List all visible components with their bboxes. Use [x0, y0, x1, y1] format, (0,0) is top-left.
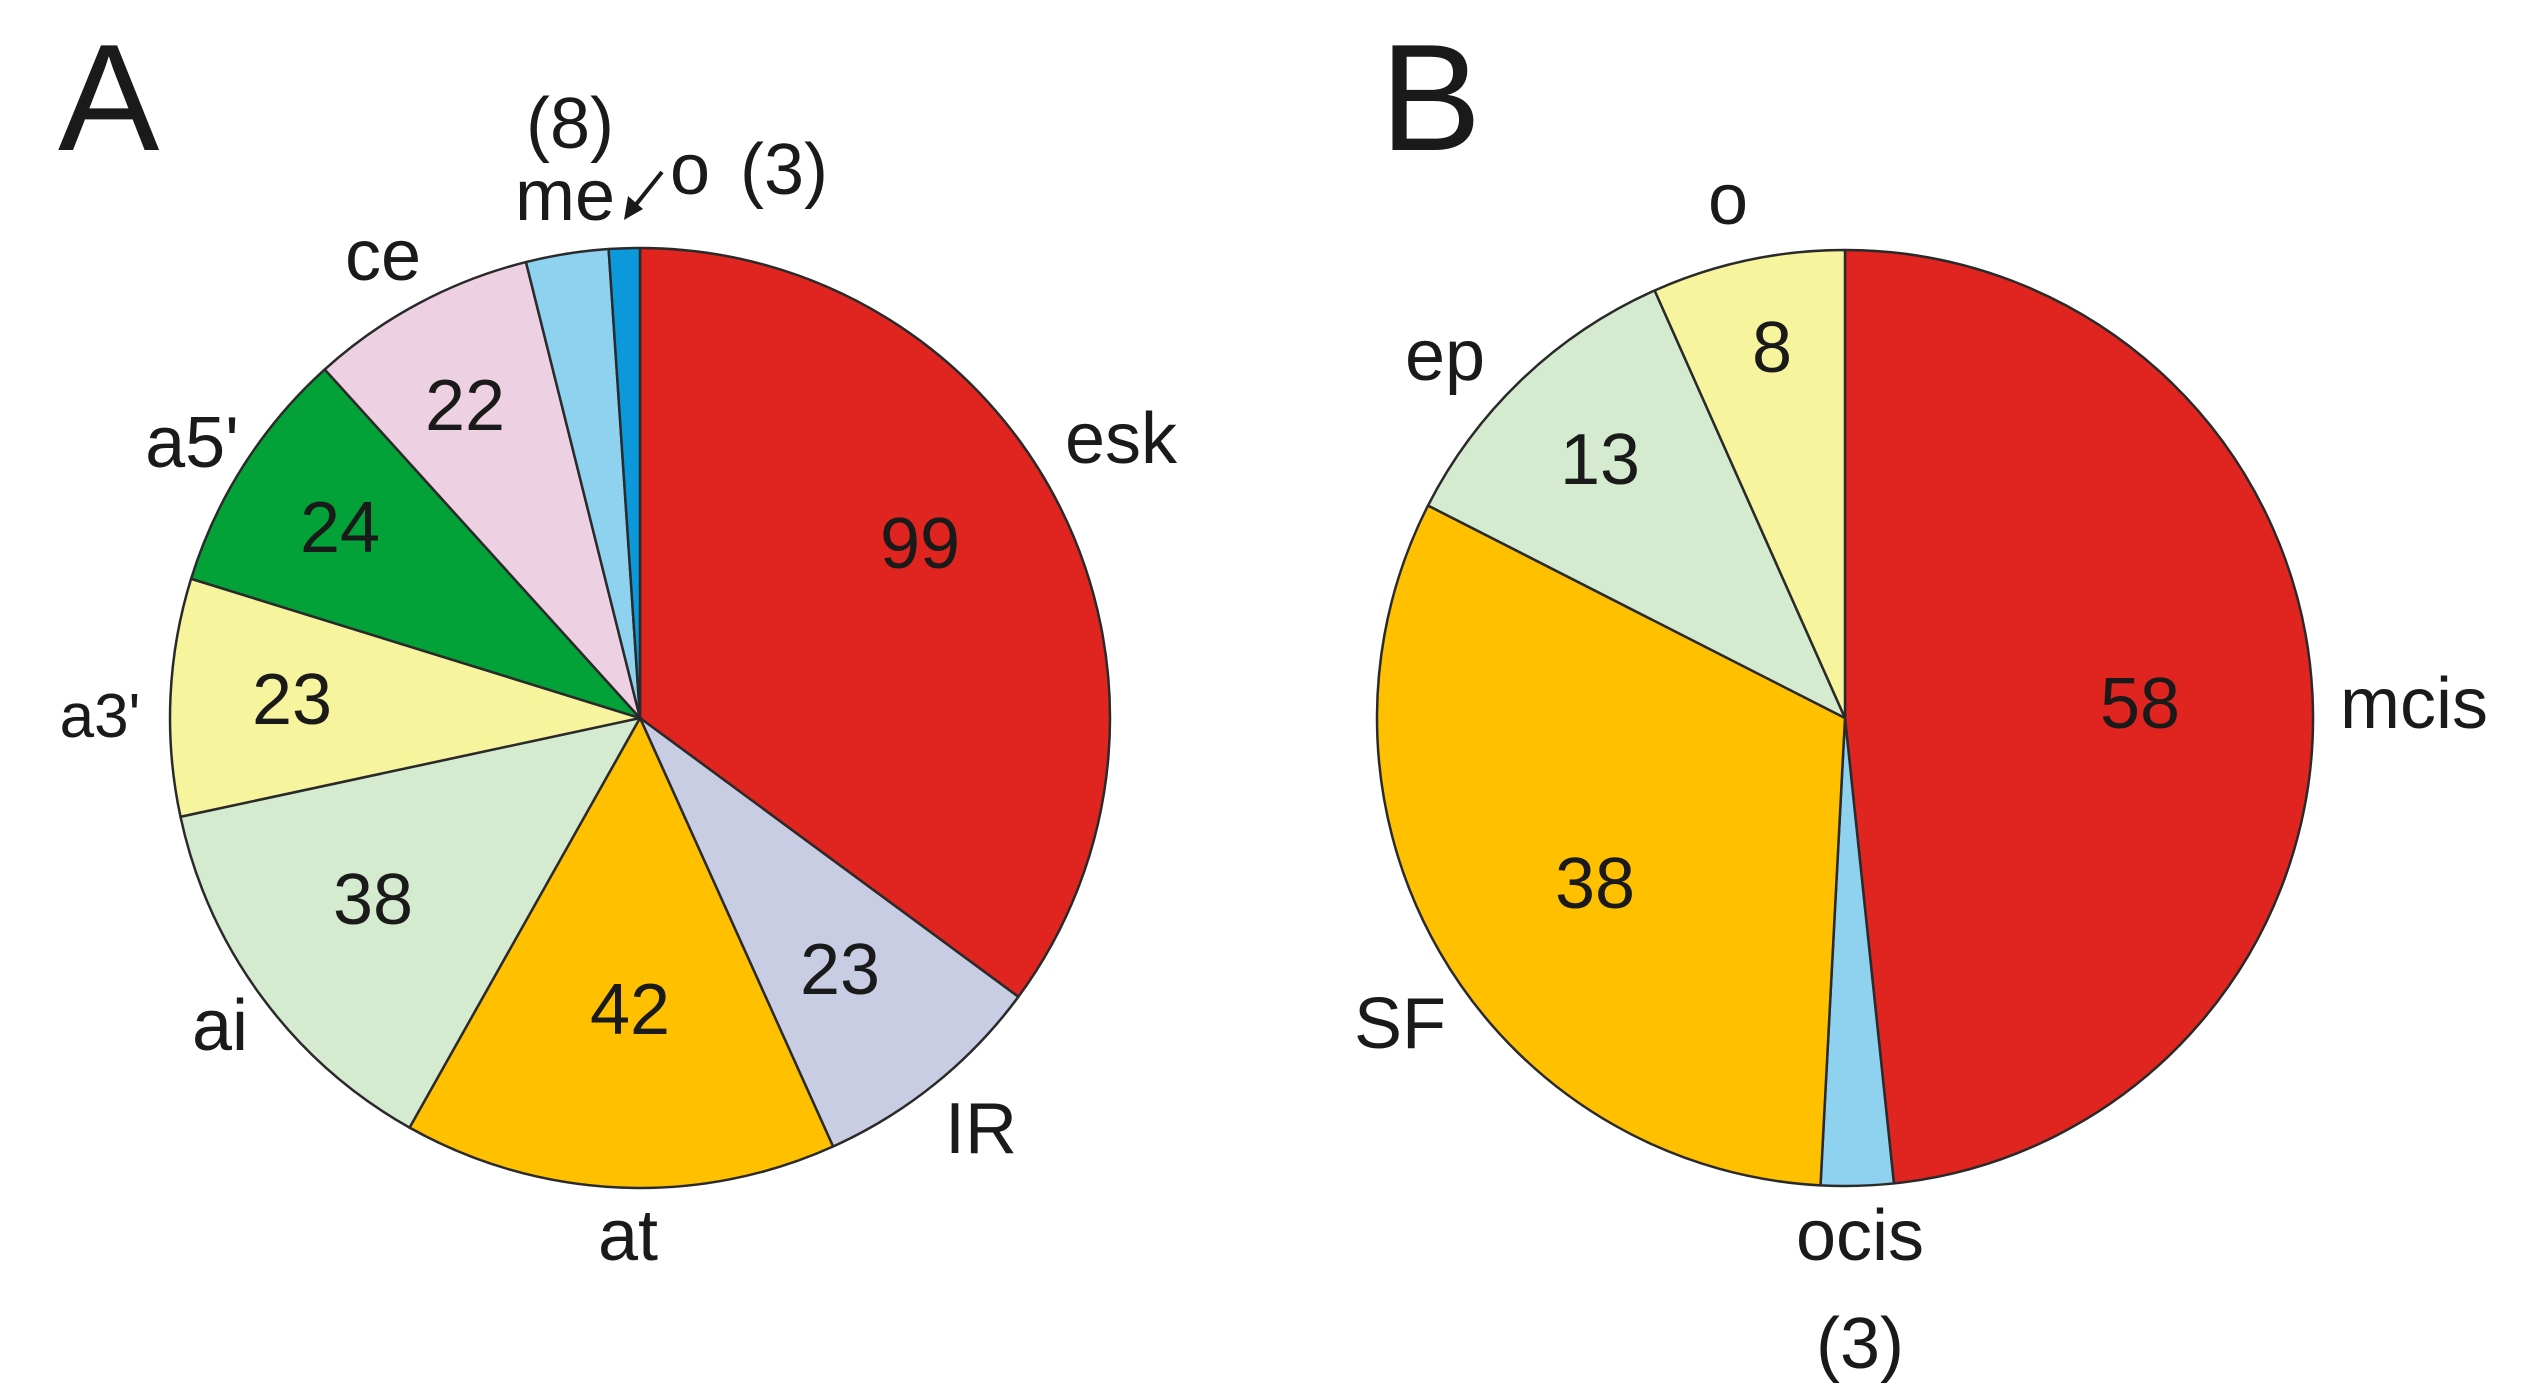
- pie-b-slice-ep: [1426, 289, 1847, 720]
- value-esk: 99: [880, 504, 960, 584]
- label-ep: ep: [1405, 316, 1485, 396]
- pie-a-values: 99 23 42 38 23 24 22 (8) (3): [252, 84, 960, 1050]
- pie-b-labels: mcis ocis SF ep o: [1354, 160, 2488, 1276]
- pie-b-values: 58 38 13 8 (3): [1555, 308, 2180, 1384]
- pie-b-slice-o: [1653, 248, 1847, 720]
- panel-letter-a: A: [58, 13, 160, 183]
- value-ai: 38: [333, 860, 413, 940]
- pie-a-labels: esk IR at ai a3' a5' ce me o: [60, 130, 1178, 1276]
- label-ocis: ocis: [1796, 1196, 1924, 1276]
- value-a3: 23: [252, 660, 332, 740]
- label-ai: ai: [192, 986, 248, 1066]
- value-mcis: 58: [2100, 664, 2180, 744]
- pie-a-slice-ce: [323, 260, 642, 720]
- pie-b-slice-mcis: [1843, 248, 2315, 1185]
- value-sf: 38: [1555, 844, 1635, 924]
- label-at: at: [598, 1196, 658, 1276]
- value-ocis: (3): [1816, 1304, 1904, 1384]
- pie-a-slice-at: [408, 716, 835, 1190]
- arrow-icon: [624, 170, 664, 220]
- label-esk: esk: [1065, 399, 1178, 479]
- pie-a-slice-o: [607, 246, 642, 720]
- value-at: 42: [590, 970, 670, 1050]
- label-sf: SF: [1354, 984, 1446, 1064]
- label-a5: a5': [145, 403, 239, 483]
- pie-a-slice-ir: [638, 716, 1020, 1148]
- value-ce: 22: [425, 366, 505, 446]
- label-me: me: [515, 156, 615, 236]
- pie-a-slice-a3: [168, 577, 642, 818]
- label-a3: a3': [60, 682, 141, 751]
- pie-a-slices: [168, 246, 1112, 1190]
- value-ep: 13: [1560, 420, 1640, 500]
- pie-chart-a: A 99 23 42 38 23 24 22 (8) (3) esk IR at…: [58, 13, 1178, 1276]
- label-o: o: [670, 130, 710, 210]
- label-ir: IR: [945, 1089, 1017, 1169]
- value-o: (3): [740, 130, 828, 210]
- value-a5: 24: [300, 488, 380, 568]
- pie-a-slice-a5: [189, 368, 642, 720]
- pie-b-slice-sf: [1375, 504, 1847, 1187]
- label-mcis: mcis: [2340, 664, 2488, 744]
- value-ir: 23: [800, 930, 880, 1010]
- pie-b-slices: [1375, 248, 2315, 1188]
- value-me: (8): [526, 84, 614, 164]
- pie-a-slice-esk: [638, 246, 1112, 999]
- label-o-b: o: [1708, 160, 1748, 240]
- panel-letter-b: B: [1380, 13, 1481, 183]
- label-ce: ce: [345, 216, 421, 296]
- pie-a-slice-ai: [179, 716, 642, 1129]
- pie-chart-b: B 58 38 13 8 (3) mcis ocis SF ep o: [1354, 13, 2488, 1384]
- value-o-b: 8: [1752, 308, 1792, 388]
